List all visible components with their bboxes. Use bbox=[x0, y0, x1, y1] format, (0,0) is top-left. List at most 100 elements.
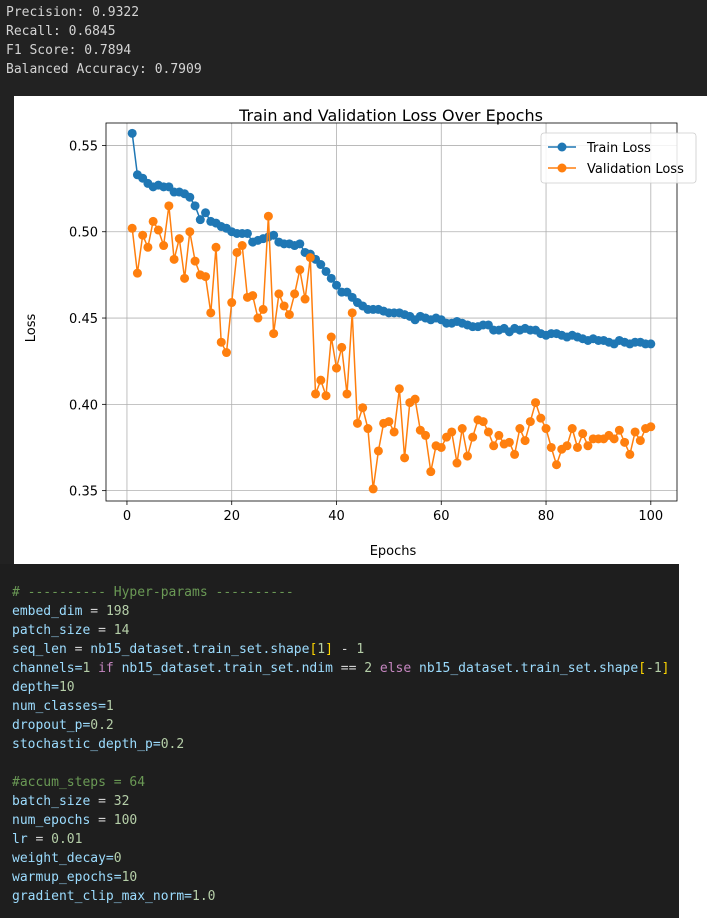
validation-loss-point bbox=[515, 424, 525, 434]
validation-loss-point bbox=[347, 308, 357, 318]
code-line-5: channels=1 if nb15_dataset.train_set.ndi… bbox=[12, 661, 670, 676]
code-line-1: # ---------- Hyper-params ---------- bbox=[12, 585, 294, 600]
train-loss-point bbox=[316, 260, 326, 270]
validation-loss-point bbox=[541, 424, 551, 434]
validation-loss-point bbox=[232, 247, 242, 257]
train-loss-point bbox=[185, 192, 195, 202]
balanced-accuracy-line: Balanced Accuracy: 0.7909 bbox=[6, 62, 202, 77]
if-keyword: if bbox=[98, 661, 114, 676]
batch-size-value: 32 bbox=[113, 794, 130, 809]
validation-loss-point bbox=[248, 291, 258, 301]
ticks: 0 20 40 60 80 100 0.35 0.40 0.45 0.50 0.55 bbox=[69, 139, 663, 524]
f1-line: F1 Score: 0.7894 bbox=[6, 43, 132, 58]
code-line-7: num_classes=1 bbox=[12, 699, 114, 714]
train-loss-point bbox=[331, 280, 341, 290]
seq-len-sub: 1 bbox=[356, 642, 365, 657]
validation-loss-point bbox=[457, 424, 467, 434]
validation-loss-point bbox=[520, 436, 530, 446]
x-axis-label: Epochs bbox=[370, 544, 417, 559]
validation-loss-point bbox=[169, 254, 179, 264]
else-keyword: else bbox=[379, 661, 412, 676]
validation-loss-point bbox=[342, 389, 352, 399]
legend-train-marker bbox=[557, 142, 567, 152]
code-line-12: batch_size = 32 bbox=[12, 794, 130, 809]
validation-loss-point bbox=[646, 422, 656, 432]
validation-loss-point bbox=[206, 308, 216, 318]
page-margin bbox=[679, 564, 707, 918]
train-loss-point bbox=[321, 266, 331, 276]
output-gutter bbox=[0, 96, 14, 564]
validation-loss-point bbox=[326, 332, 336, 342]
validation-loss-point bbox=[572, 442, 582, 452]
x-tick-label: 80 bbox=[538, 509, 555, 524]
train-loss-point bbox=[201, 208, 211, 218]
validation-loss-point bbox=[321, 391, 331, 401]
validation-loss-point bbox=[290, 289, 300, 299]
validation-loss-point bbox=[483, 427, 493, 437]
channels-num1: 1 bbox=[82, 661, 91, 676]
train-loss-point bbox=[295, 239, 305, 249]
code-line-16: warmup_epochs=10 bbox=[12, 870, 137, 885]
validation-loss-point bbox=[153, 225, 163, 235]
num-classes-var: num_classes= bbox=[12, 699, 106, 714]
loss-chart: 0 20 40 60 80 100 0.35 0.40 0.45 0.50 0.55 Train a… bbox=[14, 96, 707, 564]
validation-loss-point bbox=[426, 467, 436, 477]
validation-loss-point bbox=[552, 460, 562, 470]
validation-loss-point bbox=[305, 253, 315, 263]
seq-len-index: 1 bbox=[317, 642, 326, 657]
y-tick-label: 0.35 bbox=[69, 485, 98, 500]
validation-loss-point bbox=[583, 441, 593, 451]
validation-loss-point bbox=[331, 363, 341, 373]
x-tick-label: 100 bbox=[638, 509, 663, 524]
validation-loss-point bbox=[216, 337, 226, 347]
seq-len-var: seq_len bbox=[12, 642, 67, 657]
validation-loss-point bbox=[138, 230, 148, 240]
warmup-value: 10 bbox=[121, 870, 138, 885]
validation-loss-point bbox=[143, 242, 153, 252]
seq-len-obj: nb15_dataset bbox=[90, 642, 185, 657]
validation-loss-point bbox=[531, 398, 541, 408]
validation-loss-point bbox=[525, 417, 535, 427]
validation-loss-point bbox=[578, 429, 588, 439]
code-line-17: gradient_clip_max_norm=1.0 bbox=[12, 889, 216, 904]
recall-line: Recall: 0.6845 bbox=[6, 24, 116, 39]
embed-dim-value: 198 bbox=[105, 604, 130, 619]
grad-clip-var: gradient_clip_max_norm= bbox=[12, 889, 193, 904]
validation-loss-point bbox=[295, 265, 305, 275]
num-epochs-value: 100 bbox=[113, 813, 138, 828]
code-cell[interactable]: # ---------- Hyper-params ---------- emb… bbox=[0, 564, 679, 918]
validation-loss-point bbox=[185, 227, 195, 237]
validation-loss-point bbox=[132, 268, 142, 278]
y-axis-label: Loss bbox=[24, 314, 39, 343]
channels-num2: 2 bbox=[364, 661, 373, 676]
validation-loss-line bbox=[131, 205, 652, 490]
validation-loss-point bbox=[462, 451, 472, 461]
hyper-comment: # ---------- Hyper-params ---------- bbox=[12, 585, 294, 600]
validation-loss-point bbox=[620, 437, 630, 447]
metrics-output: Precision: 0.9322 Recall: 0.6845 F1 Scor… bbox=[0, 0, 707, 96]
validation-loss-point bbox=[279, 301, 289, 311]
channels-mid: nb15_dataset.train_set.ndim bbox=[121, 661, 333, 676]
validation-loss-point bbox=[258, 304, 268, 314]
lr-value: 0.01 bbox=[51, 832, 83, 847]
dropout-value: 0.2 bbox=[90, 718, 114, 733]
x-tick-label: 60 bbox=[433, 509, 450, 524]
validation-loss-point bbox=[384, 417, 394, 427]
train-loss-point bbox=[195, 215, 205, 225]
code-line-6: depth=10 bbox=[12, 680, 75, 695]
code-line-15: weight_decay=0 bbox=[12, 851, 122, 866]
validation-loss-point bbox=[373, 446, 383, 456]
stochastic-value: 0.2 bbox=[160, 737, 185, 752]
series-layer bbox=[127, 128, 656, 494]
validation-loss-point bbox=[311, 389, 321, 399]
validation-loss-point bbox=[284, 310, 294, 320]
validation-loss-point bbox=[180, 273, 190, 283]
validation-loss-point bbox=[494, 430, 504, 440]
depth-var: depth= bbox=[12, 680, 59, 695]
depth-value: 10 bbox=[58, 680, 75, 695]
validation-loss-point bbox=[337, 342, 347, 352]
x-tick-label: 0 bbox=[123, 509, 131, 524]
train-loss-point bbox=[190, 201, 200, 211]
validation-loss-point bbox=[504, 437, 514, 447]
y-tick-label: 0.50 bbox=[69, 226, 98, 241]
